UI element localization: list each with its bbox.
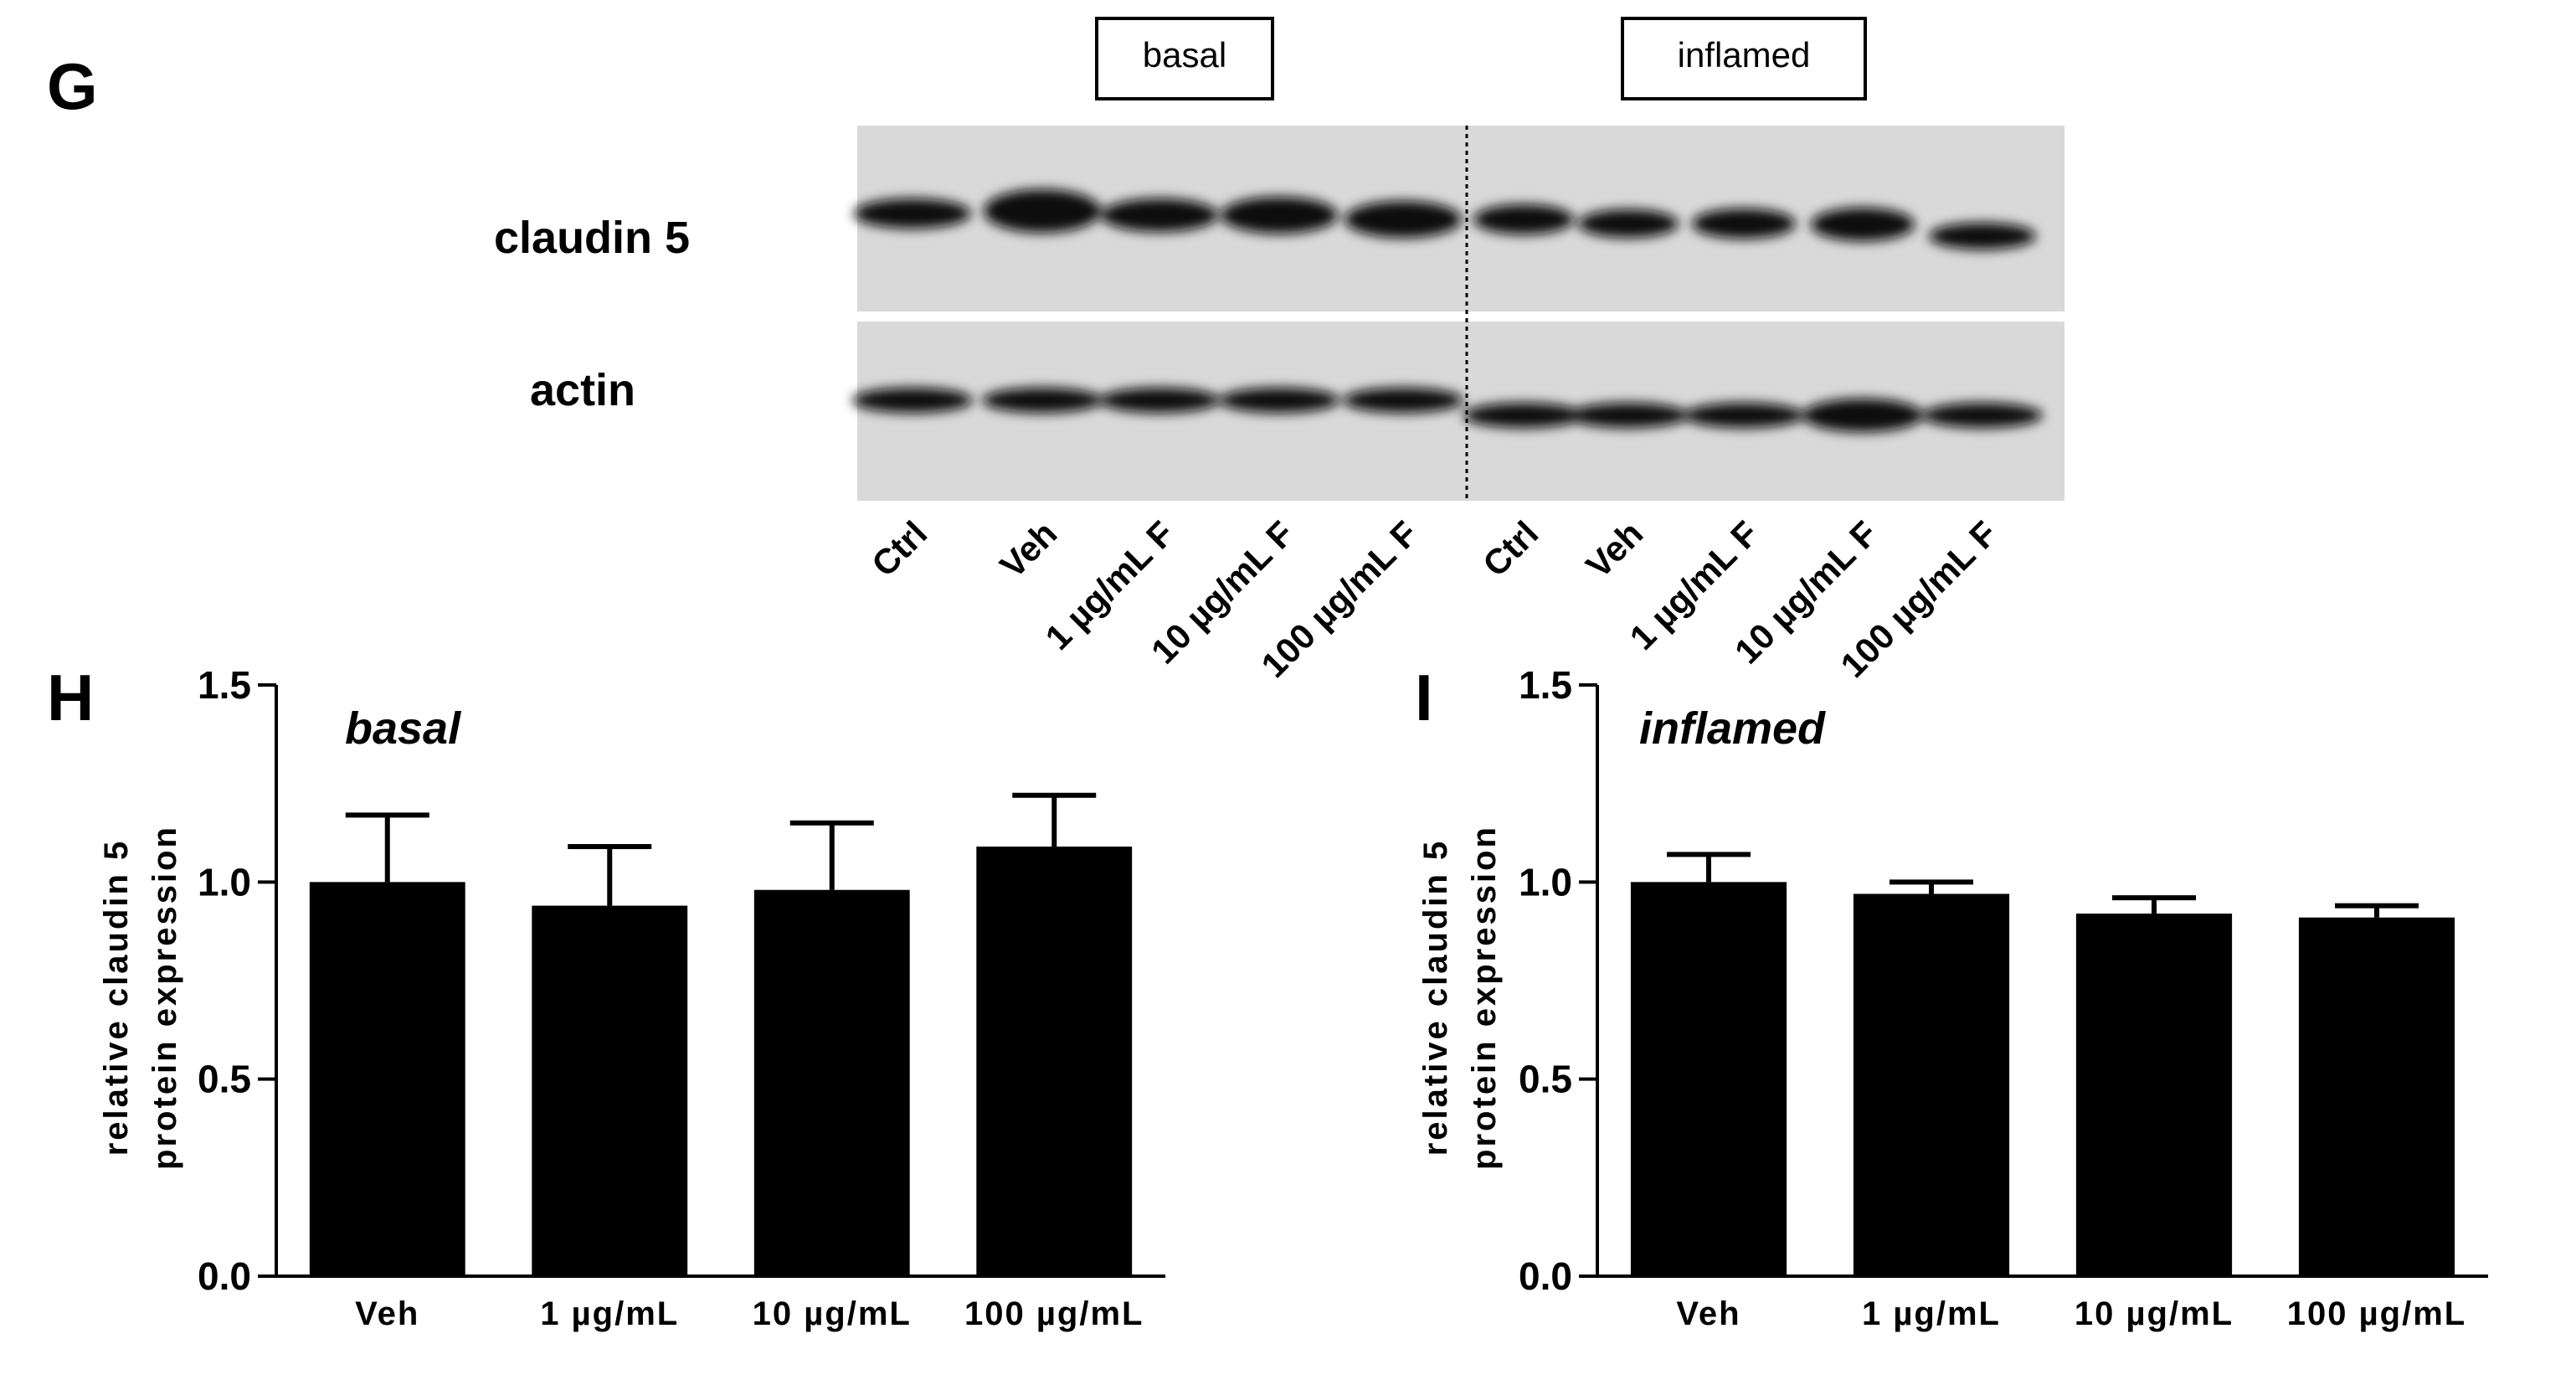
bar — [2298, 917, 2455, 1276]
y-tick-label: 1.0 — [198, 860, 251, 904]
x-tick-label: Veh — [1676, 1295, 1740, 1332]
actin-band — [1343, 388, 1463, 413]
claudin5-band — [1578, 209, 1679, 238]
actin-band — [1099, 388, 1220, 413]
actin-band — [1802, 399, 1923, 432]
y-axis-label: protein expression — [147, 825, 183, 1170]
y-tick-label: 1.5 — [1519, 663, 1572, 707]
bar — [1630, 882, 1787, 1276]
actin-band — [1463, 403, 1584, 428]
y-tick-label: 1.0 — [1519, 860, 1572, 904]
row-label-claudin5: claudin 5 — [494, 213, 690, 263]
chart-title: basal — [345, 703, 461, 754]
y-axis-label: protein expression — [1466, 825, 1503, 1170]
y-axis-label: relative claudin 5 — [1417, 839, 1454, 1156]
panel-label-h: H — [47, 661, 94, 734]
x-tick-label: 1 µg/mL — [1862, 1295, 2001, 1332]
actin-band — [852, 388, 973, 413]
group-box-basal — [1095, 17, 1274, 100]
bar — [753, 889, 910, 1276]
claudin5-band — [1345, 201, 1462, 238]
actin-band — [1684, 403, 1804, 428]
claudin5-band — [1811, 208, 1915, 241]
y-tick-label: 0.0 — [1519, 1254, 1572, 1298]
lane-label: Veh — [1578, 513, 1650, 585]
lane-label: Ctrl — [1475, 513, 1545, 584]
x-tick-label: 10 µg/mL — [753, 1295, 912, 1332]
bar — [309, 882, 465, 1276]
x-tick-label: 1 µg/mL — [540, 1295, 679, 1332]
y-tick-label: 0.5 — [198, 1058, 251, 1101]
x-tick-label: 10 µg/mL — [2075, 1295, 2234, 1332]
claudin5-band — [1929, 223, 2036, 250]
group-label-basal: basal — [1143, 35, 1226, 75]
claudin5-band — [854, 198, 971, 229]
chart-inflamed: inflamed relative claudin 5 protein expres… — [1417, 663, 2488, 1332]
y-tick-label: 0.0 — [198, 1254, 251, 1298]
x-tick-label: 100 µg/mL — [964, 1295, 1144, 1332]
x-tick-label: 100 µg/mL — [2287, 1295, 2466, 1332]
claudin5-band — [1101, 198, 1218, 232]
bar — [532, 905, 688, 1276]
actin-band — [1219, 388, 1339, 413]
panel-label-g: G — [47, 49, 98, 123]
actin-bands — [852, 388, 2043, 432]
panel-label-i: I — [1415, 661, 1433, 734]
chart-basal: basal relative claudin 5 protein expressio… — [98, 663, 1165, 1332]
bar — [2075, 913, 2233, 1276]
chart-title: inflamed — [1639, 703, 1826, 754]
group-box-inflamed — [1621, 17, 1867, 100]
claudin5-bands — [854, 189, 2036, 250]
y-tick-label: 0.5 — [1519, 1058, 1572, 1101]
actin-band — [982, 388, 1103, 413]
group-label-inflamed: inflamed — [1678, 35, 1811, 75]
bar — [976, 846, 1133, 1276]
bar — [1853, 893, 2010, 1276]
lane-label: Ctrl — [864, 513, 934, 584]
x-tick-label: Veh — [355, 1295, 419, 1332]
y-axis-label: relative claudin 5 — [98, 839, 135, 1156]
claudin5-band — [1473, 204, 1574, 234]
y-tick-label: 1.5 — [198, 663, 251, 707]
row-label-actin: actin — [530, 365, 635, 415]
claudin5-band — [1692, 209, 1796, 239]
claudin5-band — [984, 189, 1101, 233]
actin-band — [1568, 403, 1689, 428]
claudin5-band — [1221, 197, 1338, 234]
lane-label: Veh — [992, 513, 1064, 585]
actin-band — [1922, 403, 2043, 428]
